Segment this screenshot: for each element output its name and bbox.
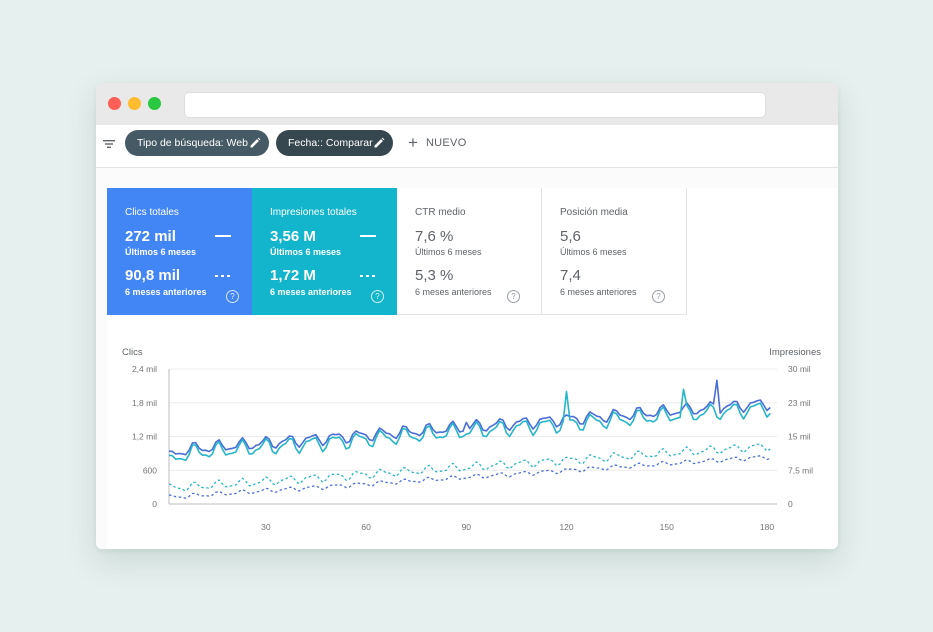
plus-icon: +	[408, 133, 418, 153]
solid-line-legend	[360, 235, 376, 237]
x-tick-label: 180	[760, 522, 774, 532]
help-icon[interactable]: ?	[226, 290, 239, 303]
y-axis-right-title: Impresiones	[769, 347, 821, 358]
date-filter-chip[interactable]: Fecha:: Comparar	[276, 130, 393, 156]
metric-period-previous: 6 meses anteriores	[270, 287, 352, 297]
series-line-clicks-previous[interactable]	[168, 455, 771, 499]
performance-panel: Clics totales 272 mil Últimos 6 meses 90…	[107, 188, 838, 549]
y-axis-left-ticks: 0 600 1,2 mil 1,8 mil 2,4 mil	[132, 364, 157, 509]
metric-value-current: 272 mil	[125, 228, 176, 245]
y-tick-label-right: 7,5 mil	[788, 465, 813, 475]
x-tick-label: 90	[462, 522, 472, 532]
series-line-impressions-current[interactable]	[168, 388, 771, 462]
address-bar[interactable]	[184, 92, 766, 118]
y-axis-left-title: Clics	[122, 347, 143, 358]
metric-period-previous: 6 meses anteriores	[560, 287, 637, 297]
x-tick-label: 60	[361, 522, 371, 532]
metric-title: Clics totales	[125, 207, 179, 218]
minimize-window-button[interactable]	[128, 97, 141, 110]
y-tick-label-right: 23 mil	[788, 398, 811, 408]
close-window-button[interactable]	[108, 97, 121, 110]
series-line-clicks-current[interactable]	[168, 379, 771, 456]
filter-icon[interactable]	[102, 137, 116, 151]
metric-card-impressions[interactable]: Impresiones totales 3,56 M Últimos 6 mes…	[252, 188, 397, 315]
solid-line-legend	[215, 235, 231, 237]
y-tick-label-right: 30 mil	[788, 364, 811, 374]
metric-title: Posición media	[560, 207, 628, 218]
dashed-line-legend	[360, 275, 376, 277]
metric-value-previous: 1,72 M	[270, 267, 316, 284]
metric-period-previous: 6 meses anteriores	[125, 287, 207, 297]
title-bar	[96, 83, 838, 125]
y-axis-right-ticks: 0 7,5 mil 15 mil 23 mil 30 mil	[788, 364, 813, 509]
chart-gridlines	[168, 368, 777, 505]
help-icon[interactable]: ?	[507, 290, 520, 303]
new-filter-button[interactable]: + NUEVO	[408, 130, 467, 156]
x-tick-label: 150	[660, 522, 674, 532]
y-tick-label-right: 15 mil	[788, 432, 811, 442]
maximize-window-button[interactable]	[148, 97, 161, 110]
search-type-filter-label: Tipo de búsqueda: Web	[137, 137, 248, 149]
x-axis-ticks: 30 60 90 120 150 180	[261, 522, 774, 532]
y-tick-label-left: 1,2 mil	[132, 432, 157, 442]
series-line-impressions-previous[interactable]	[168, 443, 771, 492]
help-icon[interactable]: ?	[652, 290, 665, 303]
metric-period-current: Últimos 6 meses	[415, 247, 482, 257]
performance-report: Clics totales 272 mil Últimos 6 meses 90…	[96, 168, 838, 549]
metric-period-previous: 6 meses anteriores	[415, 287, 492, 297]
metric-card-ctr[interactable]: CTR medio 7,6 % Últimos 6 meses 5,3 % 6 …	[397, 188, 542, 315]
metric-card-clicks[interactable]: Clics totales 272 mil Últimos 6 meses 90…	[107, 188, 252, 315]
y-tick-label-right: 0	[788, 499, 793, 509]
metric-value-current: 7,6 %	[415, 228, 454, 245]
edit-icon[interactable]	[249, 137, 261, 149]
metric-period-current: Últimos 6 meses	[560, 247, 627, 257]
metric-value-previous: 5,3 %	[415, 267, 454, 284]
y-tick-label-left: 0	[152, 499, 157, 509]
dashed-line-legend	[215, 275, 231, 277]
edit-icon[interactable]	[373, 137, 385, 149]
metric-card-position[interactable]: Posición media 5,6 Últimos 6 meses 7,4 6…	[542, 188, 687, 315]
search-type-filter-chip[interactable]: Tipo de búsqueda: Web	[125, 130, 269, 156]
y-tick-label-left: 1,8 mil	[132, 398, 157, 408]
metric-period-current: Últimos 6 meses	[270, 247, 342, 257]
chart-series	[168, 379, 771, 499]
date-filter-label: Fecha:: Comparar	[288, 137, 373, 149]
browser-window: Tipo de búsqueda: Web Fecha:: Comparar +…	[96, 83, 838, 549]
metric-value-previous: 7,4	[560, 267, 581, 284]
metric-period-current: Últimos 6 meses	[125, 247, 197, 257]
metric-value-current: 5,6	[560, 228, 581, 245]
x-tick-label: 120	[559, 522, 573, 532]
x-tick-label: 30	[261, 522, 271, 532]
metric-title: CTR medio	[415, 207, 466, 218]
new-filter-label: NUEVO	[425, 137, 467, 150]
filter-bar: Tipo de búsqueda: Web Fecha:: Comparar +…	[96, 125, 838, 168]
metric-title: Impresiones totales	[270, 207, 357, 218]
metric-value-previous: 90,8 mil	[125, 267, 181, 284]
y-tick-label-left: 2,4 mil	[132, 364, 157, 374]
help-icon[interactable]: ?	[371, 290, 384, 303]
metric-value-current: 3,56 M	[270, 228, 316, 245]
y-tick-label-left: 600	[143, 465, 157, 475]
